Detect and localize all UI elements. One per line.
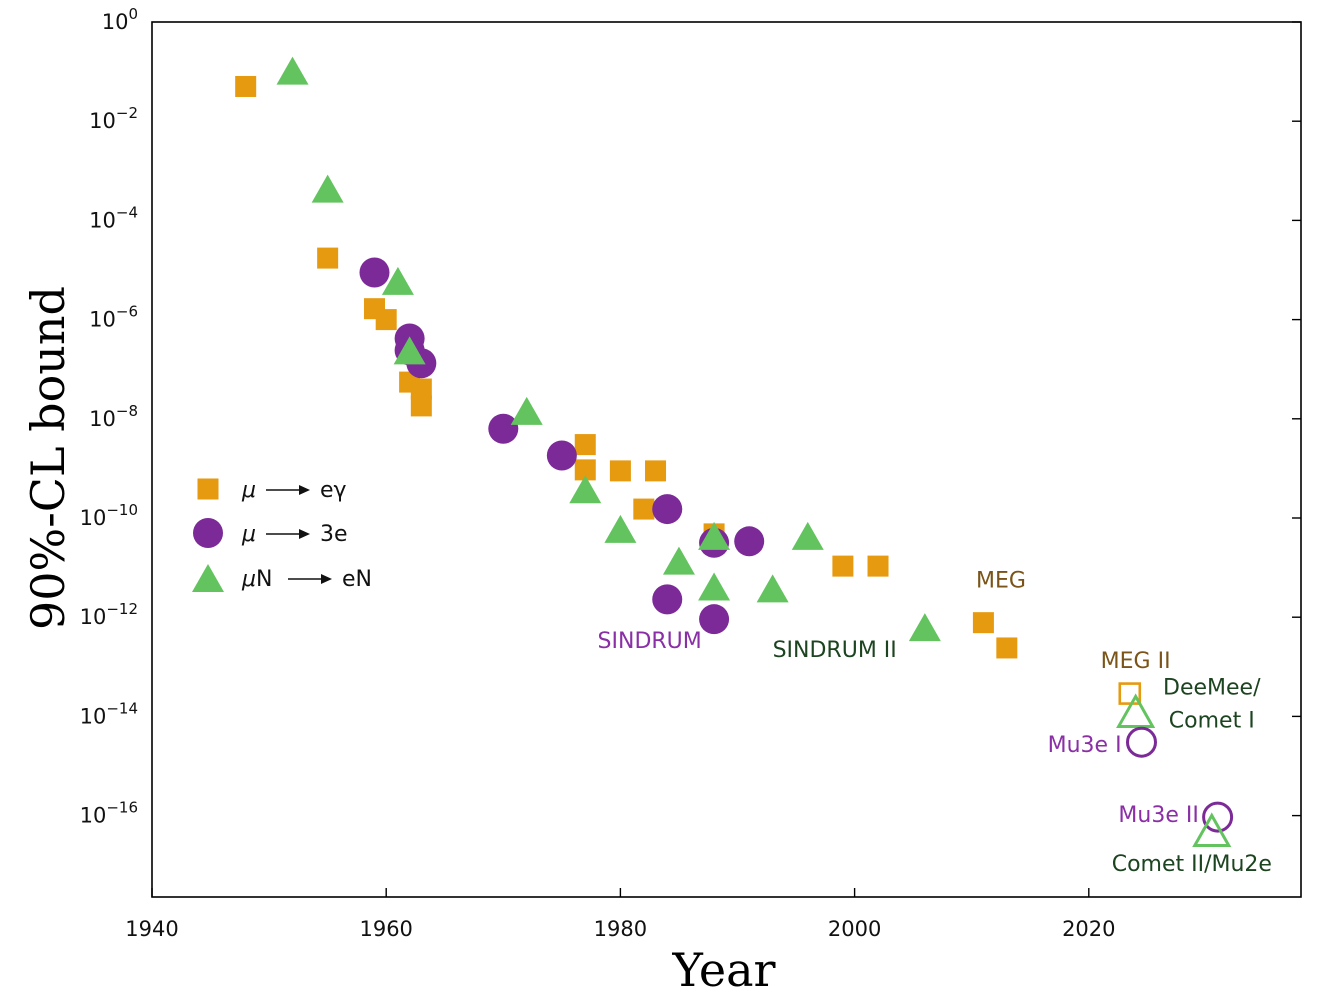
mu-egamma-point — [375, 309, 397, 331]
y-tick-label: 100 — [102, 5, 138, 34]
x-axis: 1940 1960 1980 2000 2020 — [125, 888, 1116, 941]
experiment-label: SINDRUM II — [773, 638, 897, 663]
muN-eN-point — [791, 521, 824, 550]
mu-egamma-point — [996, 637, 1018, 659]
mu-egamma-point — [574, 434, 596, 456]
x-tick-label: 2020 — [1062, 917, 1115, 941]
legend-label: eN — [342, 567, 372, 592]
experiment-label: Comet I — [1169, 708, 1255, 733]
muN-eN-point — [698, 572, 731, 601]
x-tick-label: 1980 — [594, 917, 647, 941]
mu-3e-point — [652, 494, 683, 525]
plot-frame — [151, 21, 1302, 898]
mu-egamma-point — [633, 498, 655, 520]
mu-egamma-point — [832, 555, 854, 577]
mu-egamma-point — [574, 459, 596, 481]
y-tick-label: 10−2 — [89, 104, 138, 133]
experiment-label: DeeMee/ — [1163, 676, 1261, 701]
muN-eN-point — [756, 574, 789, 603]
projection-points — [1116, 682, 1234, 847]
mu-3e-point — [546, 440, 577, 471]
muN-eN-point — [311, 174, 344, 203]
legend-label: μN — [241, 567, 272, 592]
legend-circle-marker — [193, 518, 223, 548]
projected-triangle-marker — [1192, 812, 1232, 847]
legend: μ eγ μ 3e μN eN — [192, 478, 372, 592]
y-tick-label: 10−6 — [89, 303, 138, 332]
muN-eN-point — [662, 546, 695, 575]
mu-3e-point — [699, 604, 730, 635]
mu-egamma-point — [317, 247, 339, 269]
y-tick-label: 10−14 — [80, 699, 138, 728]
projected-square-marker — [1118, 682, 1142, 705]
mu-egamma-point — [410, 378, 432, 400]
muN-eN-point — [569, 475, 602, 504]
legend-label: μ — [241, 522, 256, 547]
legend-arrow-head — [321, 574, 332, 584]
mu-3e-point — [652, 584, 683, 615]
legend-arrow-head — [299, 485, 310, 495]
mu-egamma-point — [235, 75, 257, 97]
mu-egamma-point — [410, 395, 432, 417]
experiment-label: Mu3e I — [1048, 733, 1122, 758]
y-axis: 100 10−2 10−4 10−6 10−8 10−10 10−12 10−14 10−16 — [80, 5, 1301, 828]
y-axis-title: 90%-CL bound — [21, 286, 75, 630]
y-tick-label: 10−4 — [89, 203, 138, 232]
mu-3e-point — [488, 413, 519, 444]
y-tick-label: 10−10 — [80, 501, 138, 530]
legend-label: 3e — [320, 522, 348, 547]
mu-egamma-point — [867, 555, 889, 577]
legend-square-marker — [197, 478, 219, 500]
data-points — [235, 56, 1018, 659]
y-tick-label: 10−16 — [80, 799, 138, 828]
x-axis-title: Year — [671, 943, 775, 997]
mu-egamma-point — [972, 612, 994, 634]
mu-3e-point — [734, 526, 765, 557]
y-tick-label: 10−12 — [80, 600, 138, 629]
x-tick-label: 1960 — [359, 917, 412, 941]
x-tick-label: 1940 — [125, 917, 178, 941]
muN-eN-point — [381, 266, 414, 295]
projected-circle-marker — [1125, 726, 1157, 758]
legend-arrow-head — [299, 529, 310, 539]
legend-label: μ — [241, 478, 256, 503]
muN-eN-point — [908, 613, 941, 642]
y-tick-label: 10−8 — [89, 402, 138, 431]
mu-egamma-point — [645, 460, 667, 482]
projected-triangle-marker — [1116, 693, 1156, 728]
experiment-label: MEG — [976, 568, 1026, 593]
experiment-label: Comet II/Mu2e — [1112, 852, 1272, 877]
mu-egamma-point — [609, 460, 631, 482]
projected-circle-marker — [1202, 801, 1234, 833]
muN-eN-point — [276, 56, 309, 85]
legend-label: eγ — [320, 478, 347, 503]
experiment-label: Mu3e II — [1118, 803, 1198, 828]
muN-eN-point — [393, 336, 426, 365]
experiment-label: SINDRUM — [598, 629, 702, 654]
mu-3e-point — [359, 257, 390, 288]
muN-eN-point — [698, 521, 731, 550]
muN-eN-point — [604, 514, 637, 543]
legend-triangle-marker — [192, 564, 224, 592]
experiment-label: MEG II — [1101, 649, 1171, 674]
x-tick-label: 2000 — [828, 917, 881, 941]
muN-eN-point — [510, 396, 543, 425]
